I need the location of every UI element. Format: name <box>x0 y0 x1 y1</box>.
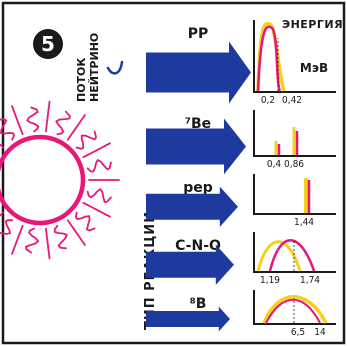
flux-label-line2: НЕЙТРИНО <box>88 33 101 102</box>
figure-number-badge <box>33 29 63 59</box>
reaction-name: pep <box>183 180 213 196</box>
sun-ray <box>82 142 111 159</box>
flux-label-line1: ПОТОК <box>75 58 88 102</box>
reaction-row-b8: ⁸B 6,5 14 <box>146 290 336 338</box>
energy-tick-label: 1,44 <box>294 217 314 228</box>
sun-ray <box>66 114 86 141</box>
sun-ray <box>45 100 51 133</box>
sun-ray <box>11 224 24 255</box>
energy-label: ЭНЕРГИЯ <box>282 18 343 31</box>
sun-ray <box>86 187 112 203</box>
flux-arrow <box>146 118 246 175</box>
flux-arrow <box>146 306 230 332</box>
flux-arrow <box>146 41 251 104</box>
reaction-name: PP <box>188 26 209 42</box>
sun-disc <box>0 134 86 226</box>
spectrum-curve <box>274 127 299 155</box>
sun-ray <box>55 110 71 136</box>
spectrum-curve <box>256 21 286 92</box>
sun-ray <box>53 224 68 250</box>
flux-arrow <box>146 186 238 227</box>
reaction-row-pep: pep 1,44 <box>146 174 336 228</box>
reaction-name: C-N-O <box>175 238 221 254</box>
reaction-row-cno: C-N-O 1,19 1,74 <box>146 232 336 286</box>
sun-ray <box>86 158 112 173</box>
spectrum-axes <box>253 232 336 273</box>
spectrum-curve <box>256 239 316 272</box>
reaction-row-be7: ⁷Be 0,4 0,86 <box>146 110 336 175</box>
energy-tick-label: 0,2 <box>261 95 275 106</box>
sun-ray <box>0 118 15 141</box>
spectrum-curve <box>304 178 311 213</box>
reaction-name: ⁷Be <box>185 116 211 132</box>
spectrum-axes <box>253 174 336 215</box>
sun-ray <box>11 105 24 136</box>
spectrum-axes <box>253 110 336 157</box>
spectrum-axes <box>253 290 336 325</box>
unit-label: МэВ <box>300 61 328 75</box>
figure-number: 5 <box>41 32 55 56</box>
sun-ray <box>74 211 96 232</box>
energy-tick-label: 0,4 <box>267 159 282 170</box>
sun-icon <box>0 100 120 260</box>
sun-ray <box>0 219 14 235</box>
reaction-name: ⁸B <box>190 296 207 312</box>
energy-tick-label: 6,5 <box>291 327 305 338</box>
spectrum-curve <box>262 295 328 324</box>
neutrino-squiggle-icon <box>106 60 124 75</box>
sun-ray <box>75 130 98 150</box>
sun-ray <box>25 106 40 133</box>
energy-tick-label: 1,74 <box>300 275 320 286</box>
energy-tick-label: 0,86 <box>284 159 304 170</box>
reaction-row-pp: PP МэВ 0,2 0,42 <box>146 20 336 106</box>
sun-ray <box>45 227 51 260</box>
sun-ray <box>24 227 40 254</box>
energy-tick-label: 1,19 <box>260 275 280 286</box>
spectrum-axes <box>253 20 336 93</box>
flux-arrow <box>146 244 234 285</box>
energy-tick-label: 14 <box>314 327 326 338</box>
energy-tick-label: 0,42 <box>282 95 302 106</box>
sun-ray <box>82 201 111 218</box>
sun-ray <box>66 219 86 246</box>
